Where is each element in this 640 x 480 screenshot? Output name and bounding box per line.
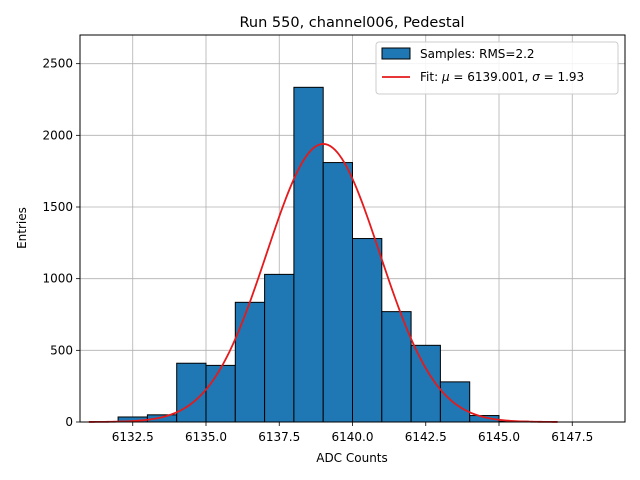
x-tick-label: 6147.5 [551,430,593,444]
histogram-bars [117,86,529,423]
x-tick-label: 6142.5 [405,430,447,444]
x-tick-label: 6135.0 [185,430,227,444]
histogram-bar [205,364,236,423]
legend-histogram-label: Samples: RMS=2.2 [420,47,535,61]
histogram-bar [176,362,207,423]
x-axis-label: ADC Counts [316,451,388,465]
y-tick-label: 1500 [42,200,73,214]
histogram-bar [381,311,412,423]
y-axis: 0 500 1000 1500 2000 2500 [42,57,80,429]
y-tick-label: 500 [50,343,73,357]
x-tick-label: 6132.5 [112,430,154,444]
legend-frame [375,41,619,95]
histogram-bar [322,162,353,423]
legend-histogram-swatch [381,47,411,60]
fit-curve-group [88,143,558,423]
mu-symbol: μ [441,70,450,84]
legend-fit-label: Fit: μ = 6139.001, σ = 1.93 [420,70,584,84]
y-tick-label: 1000 [42,272,73,286]
y-tick-label: 0 [65,415,73,429]
sigma-symbol: σ [532,70,540,84]
chart-title: Run 550, channel006, Pedestal [239,15,464,31]
y-axis-label: Entries [15,207,29,249]
x-tick-label: 6137.5 [258,430,300,444]
histogram-bar [439,381,471,423]
histogram-bar [293,86,324,423]
y-tick-label: 2500 [42,57,73,71]
x-tick-label: 6145.0 [478,430,520,444]
y-tick-label: 2000 [42,128,73,142]
fit-curve [88,143,558,423]
legend: Samples: RMS=2.2 Fit: μ = 6139.001, σ = … [375,41,619,95]
histogram-bar [234,301,266,423]
x-tick-label: 6140.0 [332,430,374,444]
histogram-bar [264,273,295,423]
histogram-bar [352,238,383,423]
x-axis: 6132.5 6135.0 6137.5 6140.0 6142.5 6145.0 6147… [112,422,593,444]
